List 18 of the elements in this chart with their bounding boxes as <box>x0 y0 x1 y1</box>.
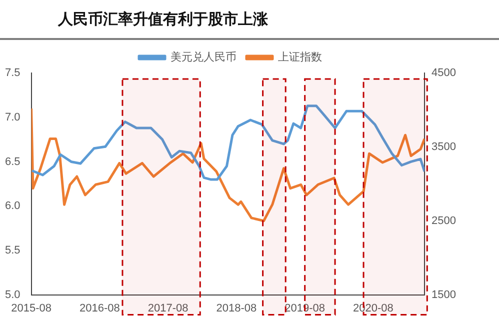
x-tick-label: 2018-08 <box>216 302 257 314</box>
x-tick-label: 2017-08 <box>148 302 188 314</box>
chart-title: 人民币汇率升值有利于股市上涨 <box>58 10 268 29</box>
legend-label: 上证指数 <box>278 50 322 64</box>
x-tick-label: 2015-08 <box>11 302 52 314</box>
y-tick-label: 6.0 <box>4 200 20 212</box>
legend-label: 美元兑人民币 <box>170 50 236 64</box>
y-tick-label: 7.5 <box>4 67 20 80</box>
y-tick-label: 5.5 <box>4 244 20 256</box>
y-tick-label: 6.5 <box>4 156 20 168</box>
x-tick-label: 2016-08 <box>79 302 120 314</box>
y2-tick-label: 1500 <box>432 288 456 301</box>
y2-tick-label: 4500 <box>432 67 456 80</box>
y2-tick-label: 2500 <box>432 214 456 227</box>
y2-tick-label: 3500 <box>432 140 456 153</box>
x-tick-label: 2020-08 <box>353 302 394 314</box>
y-tick-label: 7.0 <box>4 111 20 124</box>
y-tick-label: 5.0 <box>4 288 20 301</box>
